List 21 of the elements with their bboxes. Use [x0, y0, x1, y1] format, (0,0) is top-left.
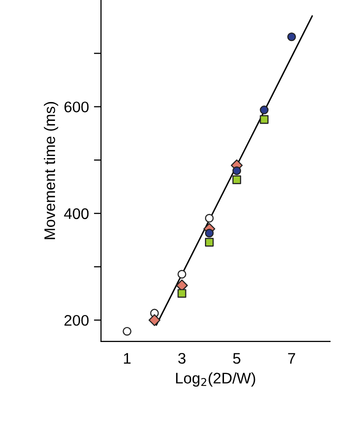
point	[260, 115, 269, 124]
point	[178, 270, 186, 279]
y-axis-title: Movement time (ms)	[44, 102, 58, 240]
point	[148, 314, 160, 326]
point	[204, 214, 214, 223]
y-tick-label: 600	[64, 102, 89, 112]
point	[204, 228, 214, 238]
point	[178, 289, 186, 298]
point	[122, 326, 132, 336]
y-tick-label: 400	[64, 208, 89, 220]
x-tick-label: 3	[178, 352, 186, 364]
point	[232, 166, 242, 176]
point	[232, 175, 242, 184]
point	[287, 32, 296, 42]
y-tick-label: 200	[64, 314, 89, 326]
x-tick-label: 7	[288, 353, 296, 364]
point	[260, 106, 269, 114]
x-tick-label: 1	[124, 353, 131, 364]
x-axis-title: Log$_{2}$(2D/W)	[176, 372, 256, 387]
point	[204, 238, 214, 247]
x-tick-label: 5	[233, 353, 240, 364]
